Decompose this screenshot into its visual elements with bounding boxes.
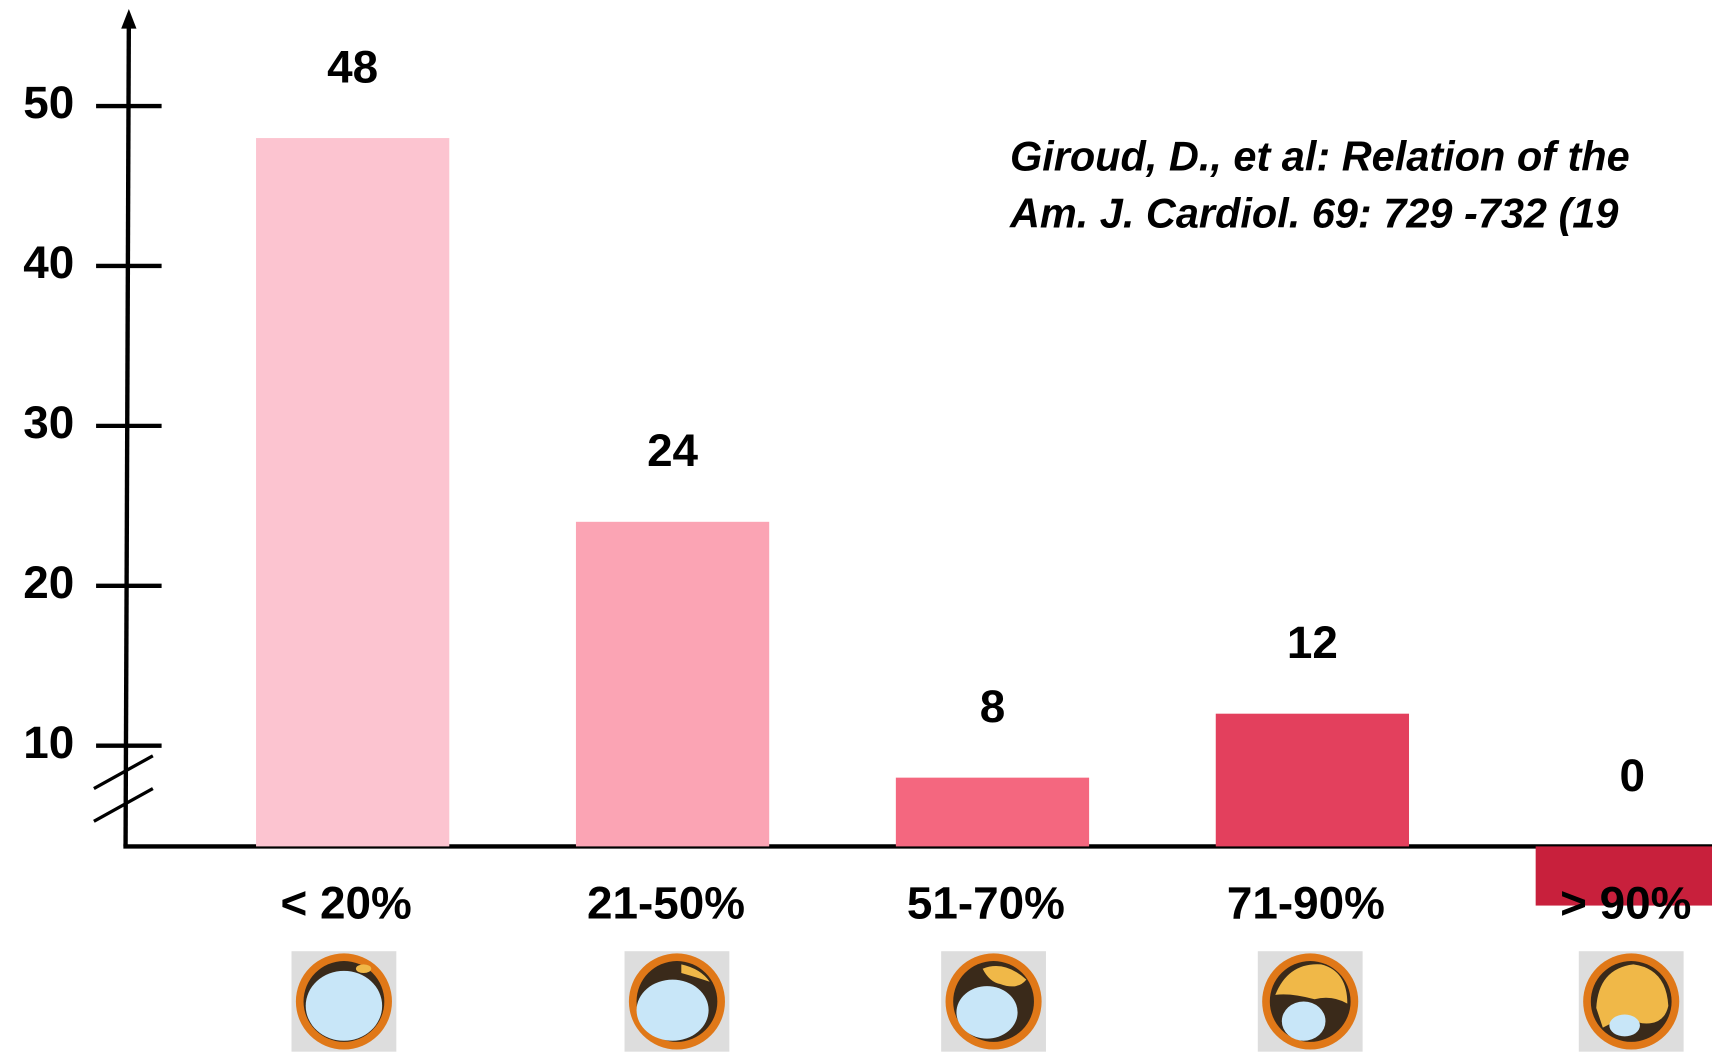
- icon: [624, 951, 730, 1052]
- axis-break: [93, 754, 154, 790]
- annotation: Giroud, D., et al: Relation of the: [1010, 133, 1630, 180]
- x-tick-label: > 90%: [1560, 877, 1691, 929]
- bar: [256, 138, 450, 847]
- value-label: 8: [980, 680, 1006, 732]
- x-tick-label: 71-90%: [1227, 877, 1385, 929]
- bar: [895, 777, 1090, 847]
- icon: [1257, 951, 1363, 1052]
- y-tick-label: 30: [23, 396, 74, 448]
- value-label: 48: [327, 40, 378, 92]
- value-label: 24: [647, 424, 698, 476]
- x-tick-label: < 20%: [280, 877, 411, 929]
- bar: [1215, 713, 1410, 847]
- axis-break: [93, 787, 154, 823]
- value-label: 12: [1287, 616, 1338, 668]
- icon: [291, 951, 397, 1052]
- y-tick-label: 20: [23, 556, 74, 608]
- x-tick-label: 51-70%: [907, 877, 1065, 929]
- value-label: 0: [1620, 749, 1646, 801]
- y-axis-arrow: [121, 8, 137, 29]
- bar: [1535, 846, 1712, 906]
- y-tick-label: 50: [23, 76, 74, 128]
- icon: [1578, 951, 1684, 1052]
- icon: [941, 951, 1046, 1052]
- y-axis: [123, 22, 132, 847]
- lesion-icons: [291, 951, 1684, 1052]
- annotation: Am. J. Cardiol. 69: 729 -732 (19: [1009, 189, 1619, 236]
- x-tick-label: 21-50%: [587, 877, 745, 929]
- y-tick-label: 40: [23, 236, 74, 288]
- bar: [575, 521, 770, 847]
- y-tick-label: 10: [23, 716, 74, 768]
